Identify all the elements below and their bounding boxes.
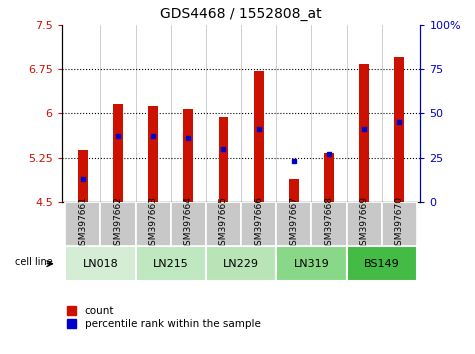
- Bar: [148, 105, 158, 202]
- Bar: [135, 202, 171, 246]
- Bar: [347, 246, 417, 281]
- Bar: [183, 109, 193, 202]
- Bar: [206, 202, 241, 246]
- Text: GSM397663: GSM397663: [149, 196, 158, 251]
- Bar: [324, 153, 334, 202]
- Text: LN319: LN319: [294, 259, 329, 269]
- Text: cell line: cell line: [15, 257, 53, 267]
- Bar: [78, 150, 88, 202]
- Text: LN229: LN229: [223, 259, 259, 269]
- Bar: [218, 118, 228, 202]
- Bar: [289, 179, 299, 202]
- Text: GSM397665: GSM397665: [219, 196, 228, 251]
- Bar: [241, 202, 276, 246]
- Text: LN018: LN018: [83, 259, 118, 269]
- Text: GSM397667: GSM397667: [289, 196, 298, 251]
- Bar: [65, 246, 135, 281]
- Bar: [347, 202, 382, 246]
- Text: BS149: BS149: [364, 259, 399, 269]
- Text: GSM397670: GSM397670: [395, 196, 404, 251]
- Bar: [206, 246, 276, 281]
- Text: GSM397666: GSM397666: [254, 196, 263, 251]
- Text: LN215: LN215: [153, 259, 189, 269]
- Bar: [359, 64, 369, 202]
- Text: GSM397668: GSM397668: [324, 196, 333, 251]
- Bar: [65, 202, 100, 246]
- Bar: [382, 202, 417, 246]
- Text: GSM397661: GSM397661: [78, 196, 87, 251]
- Bar: [312, 202, 347, 246]
- Bar: [394, 57, 404, 202]
- Bar: [276, 202, 312, 246]
- Text: GSM397662: GSM397662: [114, 196, 123, 251]
- Title: GDS4468 / 1552808_at: GDS4468 / 1552808_at: [160, 7, 322, 21]
- Legend: count, percentile rank within the sample: count, percentile rank within the sample: [67, 306, 261, 329]
- Bar: [100, 202, 135, 246]
- Bar: [171, 202, 206, 246]
- Bar: [135, 246, 206, 281]
- Text: GSM397669: GSM397669: [360, 196, 369, 251]
- Text: GSM397664: GSM397664: [184, 196, 193, 251]
- Bar: [276, 246, 347, 281]
- Bar: [113, 104, 123, 202]
- Bar: [254, 71, 264, 202]
